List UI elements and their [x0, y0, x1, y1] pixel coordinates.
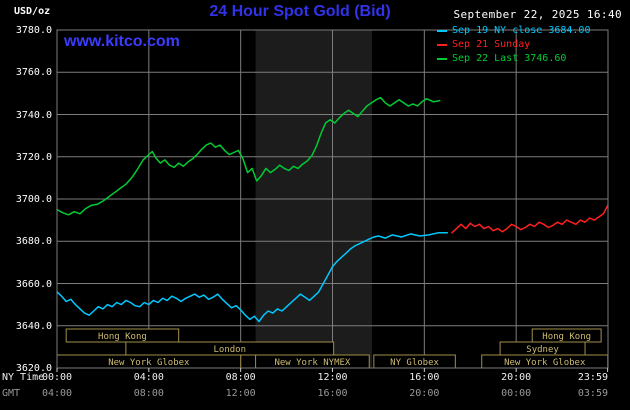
x-axis-ny-label: 08:00: [225, 372, 256, 383]
y-axis-label: 3700.0: [15, 194, 52, 205]
series-line-2: [56, 96, 441, 216]
legend-dash-icon: [437, 43, 447, 46]
x-axis-ny-label: 00:00: [41, 372, 73, 383]
legend-item: Sep 22 Last 3746.60: [437, 53, 590, 64]
x-axis-ny-label: 16:00: [409, 372, 440, 383]
page-title: 24 Hour Spot Gold (Bid): [209, 3, 391, 20]
y-axis-label: 3760.0: [15, 67, 52, 79]
legend-label: Sep 19 NY close 3684.00: [452, 25, 591, 36]
y-axis-label: 3740.0: [15, 109, 52, 121]
x-axis-ny-label: 20:00: [501, 372, 532, 383]
ny-time-axis-caption: NY Time: [2, 372, 45, 383]
gmt-axis-caption: GMT: [2, 388, 21, 399]
legend-label: Sep 22 Last 3746.60: [452, 53, 567, 64]
series-line-1: [451, 204, 609, 234]
session-box: [65, 328, 180, 343]
session-label: New York Globex: [108, 358, 190, 368]
series-line-0: [56, 232, 449, 323]
y-axis-label: 3620.0: [15, 363, 52, 374]
x-axis-ny-label: 12:00: [317, 372, 348, 383]
session-label: London: [214, 345, 247, 355]
x-axis-gmt-label: 20:00: [409, 388, 440, 399]
session-label: NY Globex: [390, 358, 439, 368]
legend-dash-icon: [437, 29, 447, 32]
legend-item: Sep 19 NY close 3684.00: [437, 25, 590, 36]
legend-label: Sep 21 Sunday: [452, 39, 531, 50]
session-label: New York Globex: [504, 358, 586, 368]
y-axis-label: 3680.0: [15, 236, 52, 248]
x-axis-gmt-label: 08:00: [133, 388, 164, 399]
x-axis-gmt-label: 16:00: [317, 388, 348, 399]
legend: Sep 19 NY close 3684.00 Sep 21 Sunday Sep …: [437, 25, 590, 64]
x-axis-gmt-label: 04:00: [41, 388, 73, 399]
x-axis-gmt-label: 00:00: [501, 388, 532, 399]
chart-datetime: September 22, 2025 16:40: [453, 8, 622, 21]
x-axis-gmt-label: 12:00: [225, 388, 256, 399]
kitco-link[interactable]: www.kitco.com: [64, 33, 180, 50]
legend-item: Sep 21 Sunday: [437, 39, 590, 50]
y-axis-label: 3660.0: [15, 278, 52, 290]
x-axis-ny-label: 23:59: [577, 372, 608, 383]
session-label: New York NYMEX: [274, 358, 350, 368]
session-label: Hong Kong: [542, 332, 591, 342]
y-axis-label: 3720.0: [15, 151, 52, 163]
x-axis-gmt-label: 03:59: [577, 388, 608, 399]
session-label: Hong Kong: [98, 332, 147, 342]
y-axis-label: 3780.0: [15, 25, 52, 36]
units-label: USD/oz: [14, 6, 51, 17]
session-label: Sydney: [526, 345, 559, 355]
legend-dash-icon: [437, 57, 447, 60]
x-axis-ny-label: 04:00: [133, 372, 164, 383]
y-axis-label: 3640.0: [15, 320, 52, 332]
